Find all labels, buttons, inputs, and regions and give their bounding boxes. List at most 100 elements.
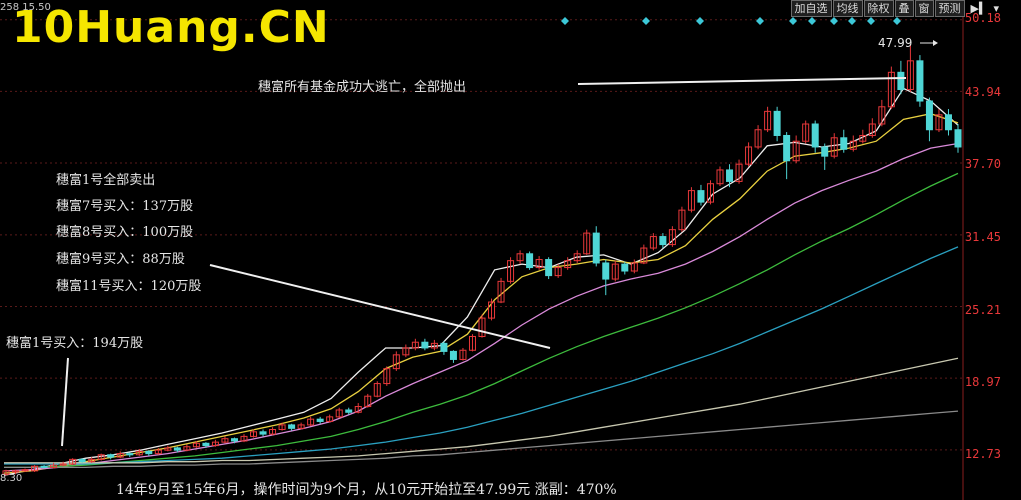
moving-average-line: [4, 357, 959, 464]
candle-up: [31, 465, 39, 472]
candle-up: [211, 441, 219, 447]
candle-up: [88, 458, 96, 463]
footer-caption: 14年9月至15年6月，操作时间为9个月，从10元开始拉至47.99元 涨副：4…: [116, 482, 617, 498]
candle-down: [230, 438, 238, 442]
candle-down: [840, 137, 848, 150]
price-tick-label: 31.45: [964, 230, 1001, 244]
candle-up: [116, 453, 124, 458]
candle-up: [154, 449, 162, 455]
candle-up: [183, 446, 191, 451]
overlay-button[interactable]: 叠: [894, 0, 914, 17]
candle-down: [621, 263, 629, 272]
candle-up: [69, 458, 77, 465]
candle-down: [811, 123, 819, 148]
candle-up: [59, 463, 67, 466]
peak-arrow: [933, 40, 938, 46]
candle-down: [897, 71, 905, 91]
candle-up: [354, 406, 362, 413]
add-watchlist-button[interactable]: 加自选: [790, 0, 832, 17]
candle-up: [906, 60, 914, 91]
candle-up: [2, 470, 10, 475]
candle-up: [535, 259, 543, 269]
candle-up: [630, 262, 638, 272]
annotation-buy1: 穗富1号买入：194万股: [6, 336, 144, 351]
candle-down: [40, 465, 48, 468]
forecast-button[interactable]: 预测: [934, 0, 965, 17]
ex-rights-button[interactable]: 除权: [863, 0, 894, 17]
candle-down: [440, 342, 448, 352]
chart-toolbar: 加自选 均线 除权 叠 窗 预测 ▶▍ ▾: [790, 0, 999, 17]
candle-up: [554, 267, 562, 277]
candle-up: [764, 110, 772, 131]
candle-down: [421, 341, 429, 349]
candle-up: [164, 447, 172, 451]
candle-down: [107, 454, 115, 458]
moving-average-line: [4, 410, 959, 469]
candle-down: [526, 253, 534, 269]
candle-up: [754, 129, 762, 148]
candle-down: [773, 110, 781, 136]
candle-down: [925, 100, 933, 131]
candle-up: [564, 260, 572, 269]
candle-up: [364, 395, 372, 408]
candle-up: [335, 409, 343, 418]
candle-up: [849, 140, 857, 150]
candle-up: [12, 470, 20, 473]
signal-marker: [642, 17, 650, 25]
candle-up: [716, 169, 724, 185]
next-page-icon[interactable]: ▶▍: [970, 2, 988, 15]
candle-up: [507, 260, 515, 282]
candle-down: [697, 190, 705, 203]
candle-up: [735, 163, 743, 182]
price-tick-label: 37.70: [964, 157, 1001, 171]
candle-down: [316, 418, 324, 422]
candle-up: [678, 209, 686, 231]
signal-marker: [867, 17, 875, 25]
candle-up: [792, 140, 800, 162]
candle-up: [383, 368, 391, 385]
annotation-top: 穗富所有基金成功大逃亡，全部抛出: [258, 80, 467, 95]
candle-down: [345, 409, 353, 413]
signal-marker: [893, 17, 901, 25]
candle-down: [545, 259, 553, 277]
window-button[interactable]: 窗: [914, 0, 934, 17]
annotation-pointer-top: [577, 77, 907, 85]
candle-up: [307, 418, 315, 426]
signal-marker: [789, 17, 797, 25]
candle-down: [173, 447, 181, 451]
candle-up: [278, 424, 286, 431]
candle-down: [259, 431, 267, 435]
candle-down: [659, 236, 667, 246]
candle-down: [78, 458, 86, 463]
moving-average-button[interactable]: 均线: [832, 0, 863, 17]
watermark-logo: 10Huang.CN: [12, 2, 330, 53]
candle-down: [126, 453, 134, 456]
annotation-line-1: 穗富1号全部卖出: [56, 173, 156, 188]
candle-up: [868, 123, 876, 136]
signal-marker: [848, 17, 856, 25]
moving-average-line: [4, 172, 959, 469]
candle-up: [687, 190, 695, 211]
candle-up: [935, 114, 943, 131]
signal-marker: [561, 17, 569, 25]
peak-price-label: 47.99: [878, 36, 913, 50]
candle-up: [497, 280, 505, 303]
candle-up: [250, 431, 258, 437]
price-tick-label: 18.97: [964, 375, 1001, 389]
candle-up: [706, 183, 714, 203]
moving-average-line: [3, 142, 959, 472]
candle-down: [592, 232, 600, 264]
candle-up: [411, 341, 419, 349]
candle-up: [430, 342, 438, 349]
candle-up: [859, 134, 867, 142]
candle-up: [326, 416, 334, 422]
candle-up: [830, 137, 838, 157]
candle-up: [611, 263, 619, 280]
candle-up: [573, 253, 581, 262]
candle-down: [202, 442, 210, 447]
candle-up: [583, 232, 591, 255]
chevron-down-icon[interactable]: ▾: [993, 2, 999, 15]
left-edge-label: 8.30: [0, 473, 23, 484]
candle-up: [192, 442, 200, 448]
candle-up: [50, 464, 58, 468]
